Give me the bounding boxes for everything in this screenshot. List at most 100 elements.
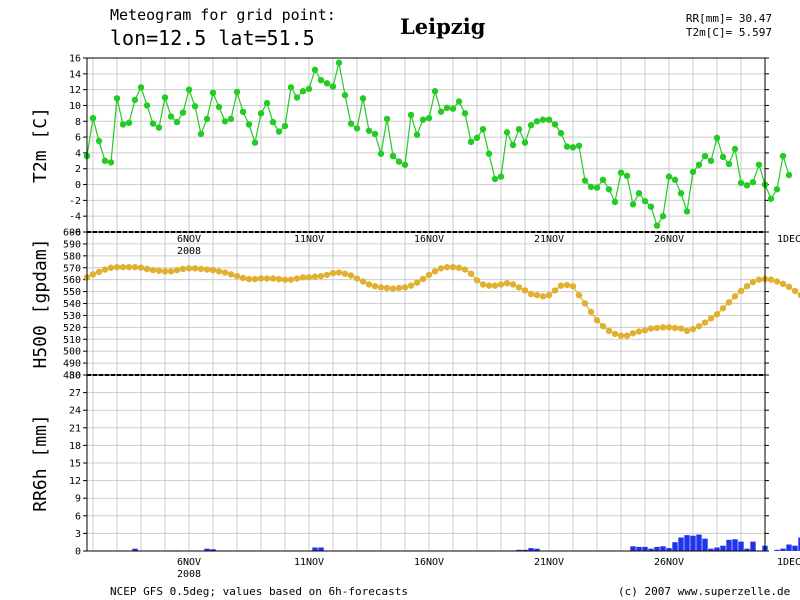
t2m-point [383,115,391,123]
h500-point [299,274,307,281]
t2m-point [227,115,235,123]
precip-bar [732,539,738,551]
h500-point [701,319,709,326]
y-tick-label: 2 [75,164,81,175]
t2m-point [425,114,433,122]
h500-point [395,284,403,292]
t2m-point [125,119,133,127]
h500-point [89,271,97,278]
t2m-point [245,121,253,128]
h500-point [593,316,601,324]
title-line-2: lon=12.5 lat=51.5 [110,26,315,50]
h500-point [557,282,565,289]
h500-point [365,281,373,288]
t2m-point [305,85,313,93]
precip-bar [522,549,528,551]
t2m-point [635,190,643,197]
precip-bar [642,546,648,551]
h500-point [695,322,703,330]
h500-point [791,287,799,295]
t2m-line [86,62,790,228]
t2m-point [557,129,565,137]
t2m-point [443,104,451,112]
y-tick-label: 3 [75,529,81,540]
h500-point [473,277,481,284]
h500-point [485,282,493,289]
t2m-point [473,134,481,142]
t2m-point [467,138,475,146]
t2m-point [311,66,319,74]
h500-point [551,287,559,294]
h500-point [479,281,487,288]
precip-bar [534,548,540,551]
t2m-point [491,175,499,183]
h500-point [767,276,775,283]
h500-point [179,265,187,273]
precip-bar [204,548,210,551]
t2m-point [773,186,781,193]
h500-point [749,278,757,286]
t2m-point [653,222,661,229]
t2m-statistic: T2m[C]= 5.597 [685,26,772,39]
t2m-point [647,203,655,210]
precip-bar [630,546,636,551]
t2m-point [563,143,571,150]
h500-point [773,278,781,285]
h500-point [95,268,103,276]
h500-point [569,283,577,290]
precip-bar [318,547,324,551]
x-tick-label: 21NOV [534,557,564,568]
h500-point [731,293,739,300]
t2m-point [119,121,127,128]
t2m-point [569,144,577,151]
h500-point [113,263,121,271]
h500-point [713,311,721,318]
t2m-point [677,190,685,197]
t2m-point [593,184,601,191]
h500-point [683,327,691,335]
h500-point [173,266,181,274]
t2m-point [455,98,463,105]
h500-point [335,269,343,276]
x-tick-label: 11NOV [294,557,324,568]
h500-point [263,275,271,282]
t2m-point [317,76,325,84]
h500-point [425,271,433,279]
precip-bar [786,544,792,551]
t2m-point [683,208,691,215]
rr-statistic: RR[mm]= 30.47 [685,12,772,25]
h500-point [155,267,163,274]
h500-point [725,299,733,306]
t2m-point [287,84,295,91]
y-tick-label: 600 [63,228,81,239]
t2m-point [605,186,613,193]
h500-point [221,269,229,276]
h500-point [161,268,169,275]
precip-bar [528,548,534,551]
t2m-point [785,171,793,179]
h500-point [287,276,295,283]
t2m-point [329,83,337,90]
h500-point [785,283,793,291]
t2m-point [161,94,169,101]
h500-point [203,266,211,273]
precip-bar [678,537,684,551]
t2m-point [341,91,349,99]
precip-bar [744,548,750,551]
t2m-point [503,129,511,136]
precip-bar [210,549,216,551]
precip-bar [738,541,744,551]
t2m-point [275,128,283,135]
t2m-point [143,102,151,109]
precip-bar [690,535,696,551]
h500-point [509,281,517,288]
title-line-1: Meteogram for grid point: [110,6,336,24]
t2m-point [749,178,757,186]
h500-point [467,270,475,277]
h500-point [539,293,547,300]
t2m-point [539,116,547,123]
t2m-point [437,108,445,115]
h500-point [143,265,151,273]
precip-bar [714,547,720,551]
t2m-point [533,118,541,125]
